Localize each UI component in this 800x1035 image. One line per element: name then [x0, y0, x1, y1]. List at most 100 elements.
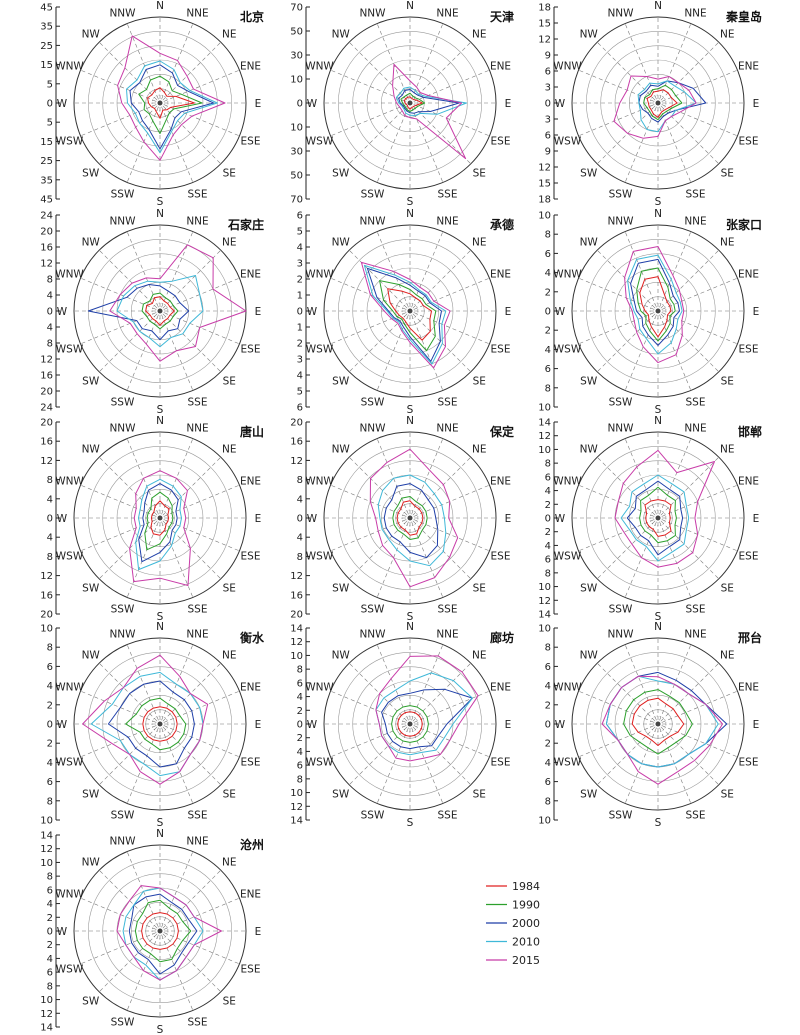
grid-spoke: [161, 521, 194, 598]
tick-label: 15: [538, 179, 551, 190]
wind-rose-chart: N NNE NE ENE E ESE SE SSE S SSW SW WSW W WNW NW NNW 20 16…: [290, 415, 514, 623]
grid-spoke: [376, 231, 409, 308]
direction-label: SSE: [188, 189, 208, 201]
direction-label: SSW: [361, 189, 385, 201]
series-1990-polygon: [141, 292, 179, 330]
grid-ring: [337, 651, 482, 796]
direction-label: WNW: [553, 269, 582, 281]
direction-label: SE: [721, 582, 734, 594]
direction-label: WNW: [55, 269, 84, 281]
tick-label: 14: [40, 831, 53, 842]
grid-ring: [600, 460, 716, 576]
grid-spoke: [98, 41, 158, 101]
tick-label: 8: [297, 552, 303, 563]
series-1984-polygon: [396, 500, 424, 536]
grid-spoke: [126, 934, 159, 1011]
tick-label: 18: [538, 3, 551, 14]
grid-ring: [88, 858, 232, 1003]
tick-label: 30: [290, 51, 303, 62]
direction-label: N: [156, 208, 164, 220]
grid-ring: [73, 431, 247, 605]
tick-label: 16: [40, 590, 53, 601]
direction-label: N: [654, 415, 662, 427]
direction-label: WSW: [554, 757, 582, 769]
grid-spoke: [98, 933, 158, 993]
grid-spoke: [413, 484, 490, 517]
tick-label: 6: [545, 662, 551, 673]
tick-label: 6: [545, 67, 551, 78]
tick-label: 12: [40, 571, 53, 582]
direction-label: SSW: [111, 397, 135, 409]
direction-label: WNW: [55, 476, 84, 488]
series-2015-polygon: [614, 449, 715, 568]
direction-label: NNE: [186, 629, 208, 641]
tick-label: 0: [47, 307, 53, 318]
center-dot: [655, 721, 661, 727]
tick-label: 70: [290, 195, 303, 206]
grid-spoke: [376, 727, 409, 804]
series-2010-polygon: [126, 60, 218, 154]
tick-label: 6: [47, 777, 53, 788]
direction-label: SSW: [609, 810, 633, 822]
grid-spoke: [80, 932, 157, 965]
direction-label: S: [407, 611, 414, 623]
wind-rose-chart: N NNE NE ENE E ESE SE SSE S SSW SW WSW W WNW NW NNW 14 12…: [538, 415, 762, 623]
direction-label: ESE: [241, 136, 261, 148]
series-1984-polygon: [639, 276, 672, 338]
series-1984-polygon: [403, 96, 423, 110]
direction-label: SE: [473, 167, 486, 179]
grid-spoke: [624, 23, 657, 100]
direction-label: ESE: [241, 757, 261, 769]
direction-label: NE: [472, 444, 487, 456]
grid-ring: [88, 651, 232, 796]
series-2010-polygon: [377, 474, 447, 567]
direction-label: ENE: [240, 682, 261, 694]
tick-label: 5: [47, 79, 53, 90]
tick-label: 6: [545, 364, 551, 375]
grid-spoke: [596, 456, 656, 516]
direction-label: NNE: [684, 629, 706, 641]
legend-label: 1984: [512, 880, 540, 893]
tick-label: 2: [545, 326, 551, 337]
tick-label: 25: [40, 41, 53, 52]
tick-label: 0: [47, 99, 53, 110]
direction-label: SSE: [188, 810, 208, 822]
direction-label: S: [157, 817, 164, 829]
direction-label: S: [655, 404, 662, 416]
direction-label: E: [255, 719, 262, 731]
center-dot: [157, 721, 163, 727]
chart-title: 秦皇岛: [725, 9, 762, 24]
direction-label: NNW: [359, 423, 386, 435]
direction-label: WSW: [56, 757, 84, 769]
tick-label: 4: [47, 899, 53, 910]
wind-rose-chart: N NNE NE ENE E ESE SE SSE S SSW SW WSW W WNW NW NNW 10 8 6…: [538, 621, 762, 829]
grid-ring: [73, 844, 247, 1018]
chart-title: 衡水: [240, 630, 265, 645]
tick-label: 10: [538, 211, 551, 222]
tick-label: 0: [47, 927, 53, 938]
center-dot: [655, 515, 661, 521]
tick-label: 9: [545, 51, 551, 62]
direction-label: SW: [82, 788, 100, 800]
grid-spoke: [412, 249, 472, 309]
direction-label: ENE: [490, 682, 511, 694]
grid-spoke: [348, 662, 408, 722]
grid-spoke: [330, 725, 407, 758]
direction-label: SSE: [438, 397, 458, 409]
legend-label: 2010: [512, 936, 540, 949]
series-1984-polygon: [141, 912, 179, 950]
tick-label: 6: [545, 131, 551, 142]
grid-ring: [337, 31, 482, 175]
tick-label: 45: [40, 3, 53, 14]
direction-label: S: [407, 196, 414, 208]
center-dot: [407, 515, 413, 521]
center-dot: [407, 100, 413, 106]
direction-label: SW: [332, 582, 350, 594]
tick-label: 18: [538, 195, 551, 206]
tick-label: 12: [538, 163, 551, 174]
grid-ring: [585, 651, 730, 796]
tick-label: 2: [297, 275, 303, 286]
direction-label: NNW: [109, 423, 136, 435]
tick-label: 5: [297, 387, 303, 398]
direction-label: ESE: [491, 344, 511, 356]
